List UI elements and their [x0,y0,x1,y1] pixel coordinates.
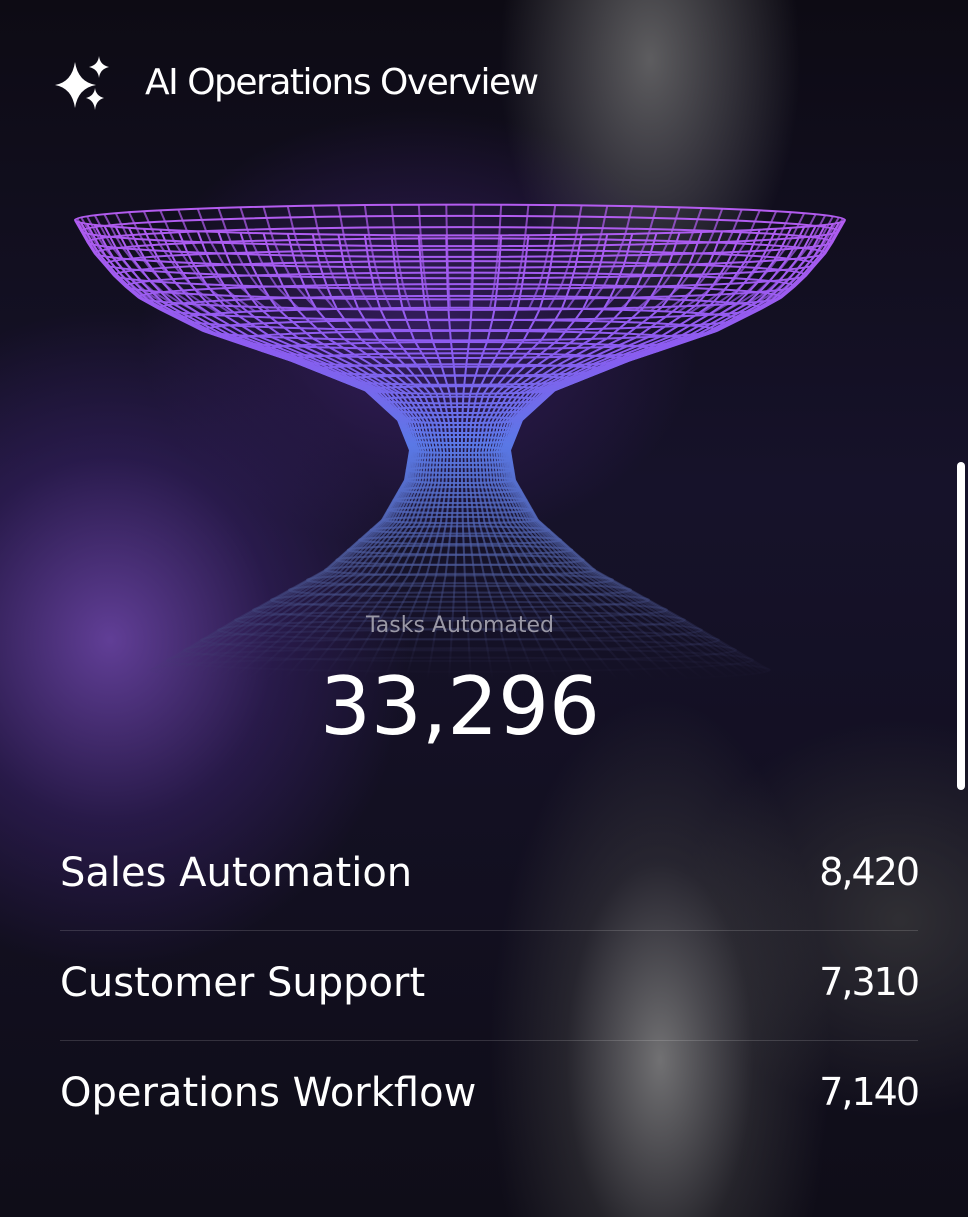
mesh-line [467,235,530,683]
list-row: Sales Automation 8,420 [60,820,920,930]
mesh-line [103,213,202,316]
title: AI Operations Overview [145,62,539,103]
mesh-line [493,230,724,680]
mesh-line [177,230,425,680]
mesh-line [239,232,433,681]
row-value: 7,140 [819,1070,920,1114]
mesh-line [619,207,681,311]
row-label: Operations Workflow [60,1070,477,1116]
mesh-line [508,204,530,309]
mesh-line [177,209,256,313]
mesh-line [528,204,557,309]
mesh-line [584,205,634,310]
sparkle-icon [55,56,109,110]
mesh-line [86,215,190,318]
mesh-line [602,206,658,311]
mesh-line [497,229,761,679]
mesh-line [159,229,423,679]
mesh-line [142,228,420,678]
mesh-line [445,235,460,683]
mesh-line [80,216,185,318]
mesh-line [390,235,453,683]
mesh-line [635,207,703,312]
mesh-line [547,205,583,309]
mesh-line [488,204,503,309]
mesh-line [471,234,557,683]
mesh-line [93,214,195,317]
mesh-line [262,206,318,311]
divider [60,1040,918,1041]
mesh-line [445,204,451,308]
divider [60,930,918,931]
mesh-line [718,213,817,316]
mesh-line [495,230,743,680]
row-label: Customer Support [60,960,426,1006]
mesh-line [487,232,681,681]
mesh-line [114,212,211,315]
mesh-line [505,225,817,676]
mesh-line [474,234,583,683]
mesh-line [127,211,220,315]
mesh-line [709,212,806,315]
mesh-line [481,233,634,682]
mesh-line [363,234,449,683]
mesh-line [405,466,515,474]
mesh-line [700,211,793,315]
row-value: 7,310 [819,960,920,1004]
mesh-line [417,204,432,309]
mesh-line [677,209,761,313]
mesh-line [159,209,243,313]
mesh-line [501,227,792,678]
mesh-line [196,208,270,312]
mesh-line [390,204,412,309]
mesh-line [262,232,436,682]
mesh-line [464,235,503,683]
mesh-line [142,210,231,314]
mesh-line [311,233,442,683]
metric-label: Tasks Automated [365,613,555,638]
scrollbar [957,462,965,790]
mesh-line [196,230,427,680]
mesh-line [460,235,475,683]
mesh-line [76,217,183,319]
mesh-line [506,224,827,675]
mesh-line [311,205,354,310]
mesh-line [74,219,181,320]
mesh-line [478,233,609,683]
mesh-line [337,205,373,309]
mesh-line [490,231,703,681]
mesh-line [689,210,778,314]
mesh-line [337,234,446,683]
mesh-line [217,231,430,681]
row-value: 8,420 [819,850,920,894]
mesh-line [484,232,658,682]
mesh-line [566,205,609,310]
list-row: Customer Support 7,310 [60,930,920,1040]
mesh-line [239,207,301,311]
row-label: Sales Automation [60,850,413,896]
mesh-line [417,235,456,683]
list-row: Operations Workflow 7,140 [60,1040,920,1150]
mesh-line [500,228,778,678]
mesh-line [503,226,806,677]
mesh-line [286,233,439,682]
mesh-line [363,204,392,309]
mesh-line [469,204,475,308]
mesh-line [286,205,336,310]
mesh-line [217,207,285,312]
metric-value: 33,296 [320,660,600,753]
